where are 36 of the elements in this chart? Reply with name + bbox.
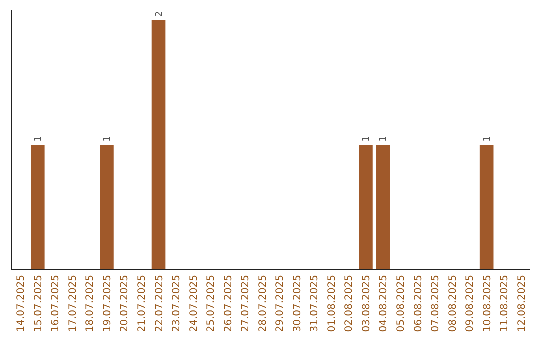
data-label: 1	[34, 136, 44, 142]
x-tick-label: 30.07.2025	[292, 275, 304, 332]
x-tick-label: 16.07.2025	[50, 275, 62, 332]
x-tick-label: 17.07.2025	[68, 275, 79, 332]
data-label: 2	[154, 11, 165, 17]
x-tick-label: 29.07.2025	[275, 275, 286, 332]
x-tick-label: 23.07.2025	[172, 275, 183, 332]
x-tick-label: 15.07.2025	[33, 275, 44, 332]
x-tick-label: 14.07.2025	[16, 275, 28, 332]
x-tick-label: 12.08.2025	[516, 275, 528, 332]
x-tick-label: 31.07.2025	[310, 275, 321, 332]
x-tick-label: 24.07.2025	[188, 275, 200, 332]
x-tick-label: 25.07.2025	[206, 275, 218, 332]
data-label: 1	[362, 136, 372, 142]
x-tick-label: 21.07.2025	[137, 275, 148, 332]
x-tick-label: 02.08.2025	[344, 275, 356, 332]
x-tick-label: 19.07.2025	[102, 275, 114, 332]
x-tick-label: 26.07.2025	[223, 275, 234, 332]
data-label: 1	[379, 136, 390, 142]
x-tick-label: 01.08.2025	[326, 275, 338, 332]
x-tick-label: 03.08.2025	[361, 275, 372, 332]
x-tick-label: 11.08.2025	[500, 275, 511, 332]
data-label: 1	[102, 136, 113, 142]
x-tick-label: 22.07.2025	[154, 275, 166, 332]
x-tick-label: 05.08.2025	[396, 275, 407, 332]
x-tick-label: 28.07.2025	[258, 275, 269, 332]
data-label: 1	[482, 136, 493, 142]
x-tick-label: 08.08.2025	[448, 275, 459, 332]
x-tick-label: 07.08.2025	[430, 275, 442, 332]
x-tick-label: 04.08.2025	[378, 275, 390, 332]
x-tick-label: 10.08.2025	[482, 275, 494, 332]
x-tick-label: 18.07.2025	[85, 275, 96, 332]
x-tick-label: 06.08.2025	[413, 275, 424, 332]
x-tick-label: 09.08.2025	[465, 275, 476, 332]
x-tick-label: 27.07.2025	[240, 275, 252, 332]
x-tick-label: 20.07.2025	[120, 275, 131, 332]
